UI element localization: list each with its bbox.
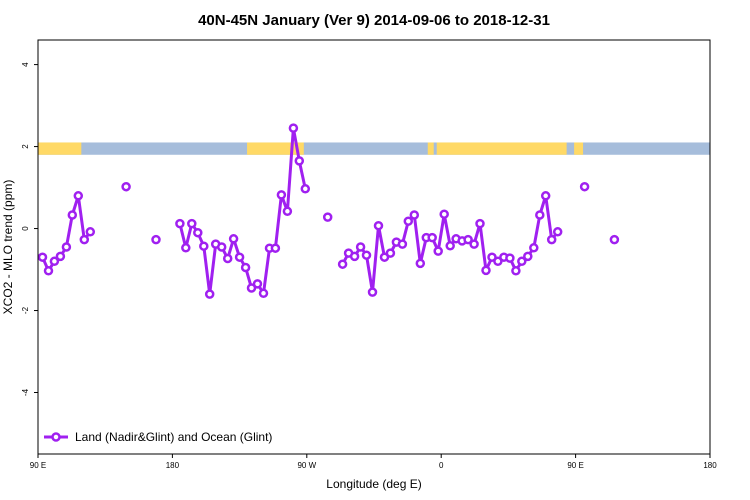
- data-point: [175, 218, 185, 229]
- data-point: [228, 234, 239, 244]
- surface-type-strip: [38, 142, 710, 155]
- x-tick-label: 90 W: [297, 461, 316, 470]
- data-point: [121, 181, 131, 192]
- data-point: [505, 253, 515, 263]
- data-point: [55, 251, 66, 262]
- data-point: [294, 156, 305, 166]
- y-tick-label: 4: [21, 62, 30, 67]
- data-point: [439, 209, 449, 219]
- data-point: [246, 283, 257, 293]
- data-point: [234, 252, 245, 262]
- data-point: [349, 251, 360, 262]
- land-strip: [38, 142, 82, 155]
- data-point: [222, 253, 233, 264]
- y-tick-label: 0: [21, 226, 30, 231]
- land-strip: [247, 142, 304, 155]
- data-point: [540, 191, 551, 201]
- x-axis-label: Longitude (deg E): [326, 477, 421, 491]
- data-point: [493, 256, 503, 267]
- x-tick-label: 90 E: [567, 461, 583, 470]
- data-point: [276, 190, 287, 200]
- data-point: [552, 227, 563, 237]
- data-point: [469, 239, 479, 249]
- data-point: [193, 227, 203, 238]
- data-point: [258, 288, 269, 299]
- legend-marker: [51, 432, 61, 442]
- series-line: [41, 194, 92, 273]
- x-tick-label: 0: [439, 461, 444, 470]
- data-point: [427, 232, 437, 243]
- data-point: [49, 256, 60, 267]
- data-point: [511, 266, 521, 276]
- data-point: [216, 242, 227, 252]
- data-point: [181, 243, 191, 253]
- data-point: [270, 243, 281, 253]
- data-point: [379, 252, 390, 262]
- data-point: [85, 227, 96, 237]
- data-point: [199, 241, 209, 251]
- data-point: [240, 262, 251, 273]
- data-point: [282, 206, 293, 217]
- x-tick-label: 180: [166, 461, 180, 470]
- data-point: [151, 234, 161, 245]
- data-point: [546, 234, 557, 245]
- land-strip: [427, 142, 434, 155]
- data-point: [415, 258, 426, 269]
- data-point: [487, 252, 497, 262]
- data-point: [481, 265, 491, 276]
- data-point: [579, 181, 590, 192]
- legend: Land (Nadir&Glint) and Ocean (Glint): [44, 430, 272, 444]
- y-tick-label: -4: [21, 388, 30, 396]
- data-point: [204, 289, 215, 299]
- data-point: [67, 210, 78, 220]
- data-point: [523, 251, 533, 262]
- data-point: [61, 242, 72, 252]
- data-point: [409, 210, 420, 220]
- data-point: [361, 250, 372, 260]
- axis-ticks: 90 E 180 90 W 0 90 E 180 4 2 0 -2 -4: [21, 62, 717, 470]
- data-point: [397, 239, 408, 249]
- data-point: [529, 243, 539, 253]
- data-point: [475, 218, 485, 229]
- data-point: [535, 210, 545, 220]
- data-point: [367, 287, 378, 297]
- data-point: [433, 246, 443, 256]
- legend-label: Land (Nadir&Glint) and Ocean (Glint): [75, 430, 272, 444]
- data-point: [463, 234, 473, 245]
- data-point: [79, 234, 90, 245]
- ocean-strip: [38, 142, 710, 155]
- y-axis-label: XCO2 - MLO trend (ppm): [1, 180, 15, 315]
- x-tick-label: 180: [703, 461, 717, 470]
- data-point: [517, 256, 527, 267]
- data-point: [43, 266, 54, 276]
- data-point: [187, 218, 197, 229]
- data-point: [322, 212, 333, 222]
- data-point: [73, 191, 84, 201]
- chart-title: 40N-45N January (Ver 9) 2014-09-06 to 20…: [198, 12, 550, 29]
- data-point: [300, 184, 311, 194]
- x-tick-label: 90 E: [30, 461, 46, 470]
- data-point: [337, 259, 348, 269]
- data-point: [609, 234, 620, 245]
- data-points: [37, 123, 620, 299]
- land-strip: [574, 142, 584, 155]
- data-point: [288, 123, 299, 133]
- data-point: [385, 248, 396, 258]
- data-point: [445, 241, 455, 251]
- data-point: [355, 242, 366, 252]
- data-point: [252, 279, 263, 289]
- y-tick-label: 2: [21, 144, 30, 149]
- land-strip: [436, 142, 567, 155]
- data-point: [37, 252, 48, 262]
- data-point: [373, 220, 384, 231]
- series-line: [178, 126, 307, 296]
- plot-frame: [37, 39, 711, 455]
- y-tick-label: -2: [21, 306, 30, 314]
- data-point: [403, 216, 414, 226]
